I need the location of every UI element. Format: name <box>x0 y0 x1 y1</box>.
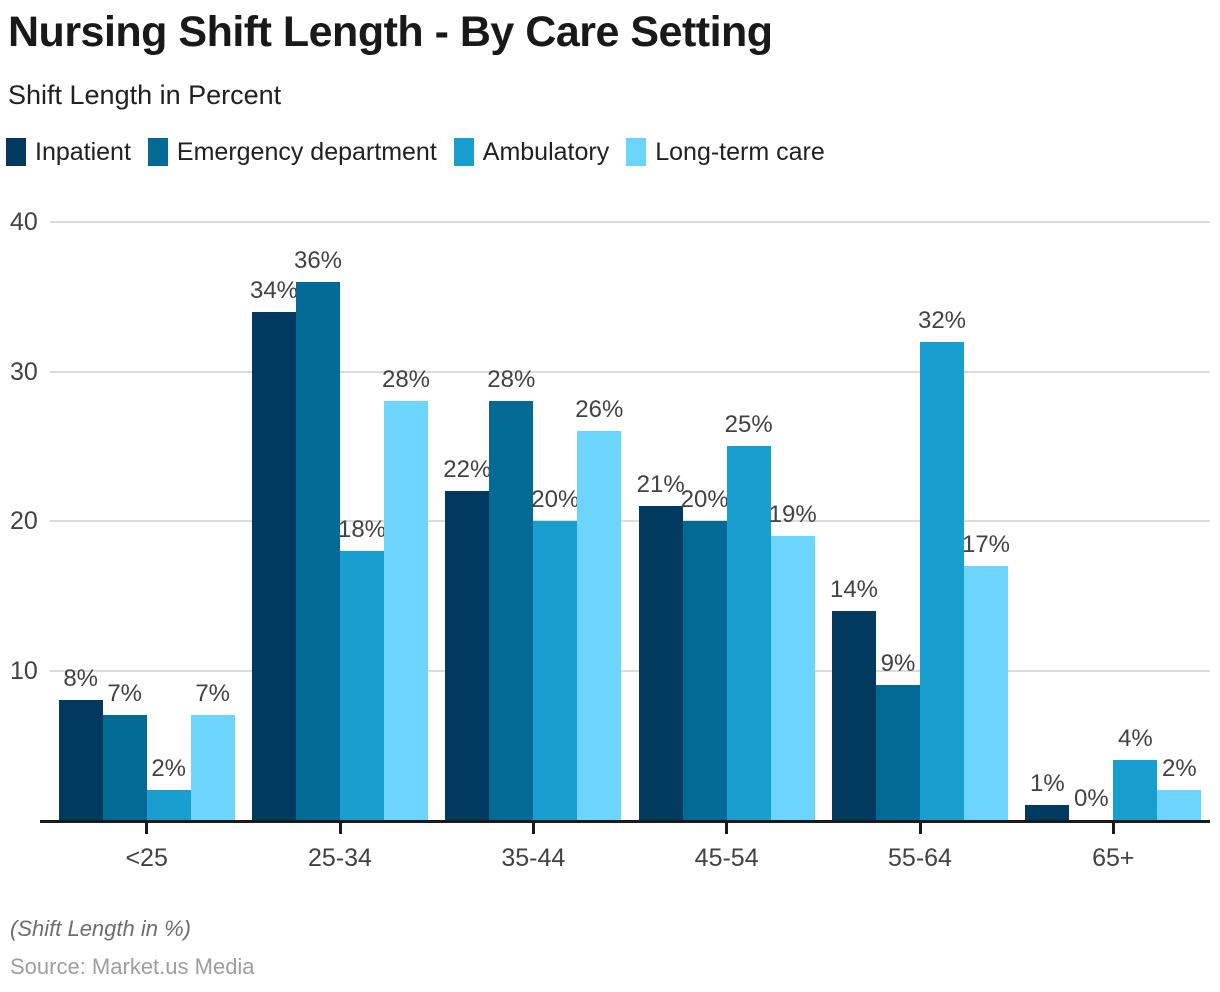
bar-value-emergency-department-55-64: 9% <box>880 650 916 678</box>
x-axis-line <box>40 820 1210 823</box>
x-axis-tick-25 <box>145 823 149 834</box>
gridline-10 <box>50 669 1210 672</box>
bar-value-emergency-department-35-44: 28% <box>487 366 536 394</box>
legend-swatch-inpatient <box>6 138 26 166</box>
legend-label-long-term-care: Long-term care <box>655 138 825 166</box>
legend-swatch-long-term-care <box>626 138 647 166</box>
x-axis-label-45-54: 45-54 <box>694 844 759 872</box>
bar-ambulatory-45-54 <box>726 446 771 820</box>
bar-value-emergency-department-65: 0% <box>1073 785 1109 812</box>
legend-swatch-emergency-department <box>147 138 168 166</box>
legend-item-inpatient: Inpatient <box>6 138 131 166</box>
bar-inpatient-25 <box>58 700 103 820</box>
bar-value-inpatient-65: 1% <box>1029 770 1065 798</box>
bar-emergency-department-35-44 <box>489 401 534 820</box>
bar-ambulatory-55-64 <box>920 341 964 820</box>
x-axis-tick-35-44 <box>531 823 535 834</box>
bar-value-ambulatory-45-54: 25% <box>724 411 773 439</box>
bar-long-term-care-25 <box>190 715 235 820</box>
bar-inpatient-25-34 <box>252 311 296 820</box>
bar-long-term-care-35-44 <box>577 431 622 820</box>
x-axis-label-55-64: 55-64 <box>888 844 952 872</box>
bar-long-term-care-55-64 <box>964 565 1008 820</box>
bar-value-ambulatory-65: 4% <box>1117 725 1153 753</box>
x-axis-label-25-34: 25-34 <box>308 844 372 872</box>
bar-inpatient-55-64 <box>832 610 876 820</box>
bar-value-ambulatory-55-64: 32% <box>917 306 967 334</box>
footer-note: (Shift Length in %) <box>10 916 191 941</box>
x-axis-tick-45-54 <box>725 823 729 834</box>
y-axis-label-10: 10 <box>10 656 38 685</box>
x-axis-tick-25-34 <box>338 823 342 834</box>
legend-label-ambulatory: Ambulatory <box>482 138 610 166</box>
bar-value-ambulatory-25-34: 18% <box>337 515 387 543</box>
x-axis-label-25: <25 <box>125 844 168 872</box>
x-axis-label-35-44: 35-44 <box>501 844 566 872</box>
legend-item-ambulatory: Ambulatory <box>453 138 610 166</box>
bar-emergency-department-25 <box>102 715 147 820</box>
x-axis-tick-65 <box>1111 823 1115 834</box>
gridline-20 <box>50 520 1210 522</box>
bar-ambulatory-65 <box>1113 760 1158 820</box>
bar-inpatient-65 <box>1025 805 1070 820</box>
bar-value-long-term-care-55-64: 17% <box>961 530 1011 558</box>
bar-value-ambulatory-35-44: 20% <box>531 486 580 513</box>
bar-ambulatory-25 <box>146 790 191 820</box>
gridline-30 <box>50 370 1210 373</box>
bar-ambulatory-25-34 <box>340 550 384 820</box>
bar-value-inpatient-25: 8% <box>63 665 98 693</box>
legend-label-inpatient: Inpatient <box>35 138 131 166</box>
bar-value-emergency-department-25: 7% <box>107 680 142 708</box>
y-axis-label-30: 30 <box>10 357 38 386</box>
bar-value-inpatient-25-34: 34% <box>249 276 299 304</box>
chart-legend: Inpatient Emergency department Ambulatory L… <box>6 138 825 166</box>
bar-value-emergency-department-25-34: 36% <box>293 246 343 274</box>
bar-emergency-department-55-64 <box>876 685 920 820</box>
bar-inpatient-45-54 <box>638 506 683 820</box>
footer-source: Source: Market.us Media <box>10 954 255 979</box>
legend-item-emergency-department: Emergency department <box>147 138 437 166</box>
legend-label-emergency-department: Emergency department <box>176 138 437 166</box>
bar-value-inpatient-55-64: 14% <box>829 575 879 603</box>
bar-value-inpatient-45-54: 21% <box>636 471 685 499</box>
bar-value-ambulatory-25: 2% <box>151 755 186 783</box>
y-axis-label-40: 40 <box>10 208 38 236</box>
gridline-40 <box>50 221 1210 223</box>
bar-value-long-term-care-45-54: 19% <box>768 500 817 528</box>
x-axis-label-65: 65+ <box>1092 844 1135 872</box>
chart-title: Nursing Shift Length - By Care Setting <box>8 8 773 56</box>
chart-subtitle: Shift Length in Percent <box>8 80 282 110</box>
bar-emergency-department-45-54 <box>682 521 727 820</box>
legend-swatch-ambulatory <box>453 138 474 166</box>
bar-value-long-term-care-25: 7% <box>195 680 230 708</box>
bar-inpatient-35-44 <box>445 491 490 820</box>
bar-ambulatory-35-44 <box>533 521 578 820</box>
bar-value-long-term-care-65: 2% <box>1161 755 1197 783</box>
bar-value-long-term-care-25-34: 28% <box>381 366 431 394</box>
bar-long-term-care-65 <box>1157 790 1202 820</box>
bar-value-long-term-care-35-44: 26% <box>575 396 624 424</box>
bar-long-term-care-25-34 <box>384 401 428 820</box>
bar-value-emergency-department-45-54: 20% <box>680 486 729 513</box>
y-axis-label-20: 20 <box>10 507 38 535</box>
bar-emergency-department-25-34 <box>296 281 340 820</box>
legend-item-long-term-care: Long-term care <box>626 138 825 166</box>
x-axis-tick-55-64 <box>918 823 922 834</box>
bar-value-inpatient-35-44: 22% <box>443 456 492 484</box>
bar-long-term-care-45-54 <box>770 535 815 820</box>
